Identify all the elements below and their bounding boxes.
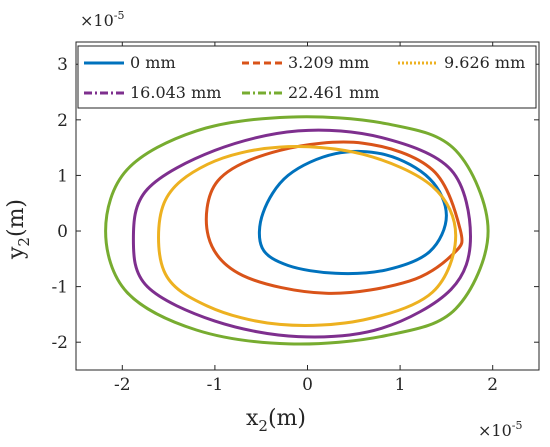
y-multiplier: ×10-5 — [80, 9, 124, 30]
x-tick-label: 1 — [395, 375, 406, 395]
series-line-1 — [257, 149, 448, 276]
y-tick-label: 1 — [57, 166, 68, 186]
legend-label-5: 22.461 mm — [288, 83, 379, 102]
y-tick-label: 0 — [57, 222, 68, 242]
series-line-2 — [204, 140, 464, 295]
y-tick-label: 3 — [57, 55, 68, 75]
legend-label-1: 0 mm — [130, 53, 176, 72]
x-tick-label: 0 — [302, 375, 313, 395]
series-line-3 — [157, 145, 458, 327]
x-axis-label: x2(m) — [246, 406, 306, 435]
x-tick-label: -1 — [207, 375, 224, 395]
series-line-4 — [131, 128, 472, 339]
y-axis-label: y2(m) — [4, 199, 33, 260]
y-tick-label: -2 — [51, 333, 68, 353]
axis-ticks: -2 -1 0 1 2 -2 -1 0 1 2 3 — [51, 42, 539, 395]
legend-label-4: 16.043 mm — [130, 83, 221, 102]
y-tick-label: -1 — [51, 278, 68, 298]
legend-label-2: 3.209 mm — [288, 53, 369, 72]
legend-box — [77, 45, 537, 109]
x-tick-label: 2 — [487, 375, 498, 395]
legend: 0 mm 3.209 mm 9.626 mm 16.043 mm 22.461 mm — [77, 45, 537, 109]
legend-label-3: 9.626 mm — [444, 53, 525, 72]
series-curves — [104, 115, 490, 346]
axes-box — [75, 41, 540, 371]
series-line-5 — [104, 115, 490, 346]
y-tick-label: 2 — [57, 111, 68, 131]
x-tick-label: -2 — [114, 375, 131, 395]
x-multiplier: ×10-5 — [478, 419, 522, 440]
